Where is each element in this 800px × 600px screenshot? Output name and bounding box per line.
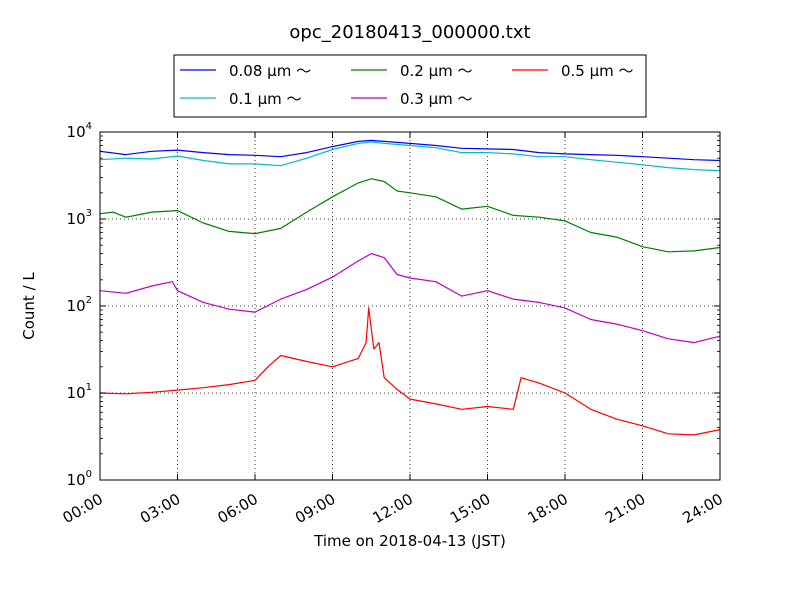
y-tick-base: 10 xyxy=(67,384,86,402)
x-tick-label: 21:00 xyxy=(602,490,648,527)
series-line-1 xyxy=(99,141,721,172)
legend-label-1: 0.1 μm ～ xyxy=(229,90,302,108)
legend-box xyxy=(173,54,647,118)
y-tick-base: 10 xyxy=(67,297,86,315)
grid xyxy=(100,132,720,480)
y-tick-exponent: 0 xyxy=(86,469,92,480)
legend-label-4: 0.5 μm ～ xyxy=(561,62,634,80)
x-axis-label: Time on 2018-04-13 (JST) xyxy=(313,532,506,550)
y-tick-label: 100 xyxy=(67,469,92,489)
y-tick-label: 101 xyxy=(67,382,92,402)
y-tick-exponent: 2 xyxy=(86,295,92,306)
x-tick-label: 12:00 xyxy=(370,490,416,527)
x-tick-label: 00:00 xyxy=(60,490,106,527)
y-tick-label: 104 xyxy=(67,121,92,141)
legend-label-0: 0.08 μm ～ xyxy=(229,62,311,80)
x-tick-label: 18:00 xyxy=(525,490,571,527)
series-layer xyxy=(99,139,721,436)
y-tick-base: 10 xyxy=(67,123,86,141)
y-tick-exponent: 3 xyxy=(86,208,92,219)
x-tick-label: 09:00 xyxy=(292,490,338,527)
series-line-0 xyxy=(99,139,721,162)
y-tick-label: 102 xyxy=(67,295,92,315)
ticks: 00:00 03:00 06:00 09:00 12:00 15:00 18:00 21:00… xyxy=(60,121,726,527)
x-tick-label: 03:00 xyxy=(137,490,183,527)
y-tick-base: 10 xyxy=(67,210,86,228)
y-tick-label: 103 xyxy=(67,208,92,228)
y-tick-exponent: 4 xyxy=(86,121,92,132)
series-line-2 xyxy=(99,178,721,253)
chart-title: opc_20180413_000000.txt xyxy=(289,22,530,43)
legend: 0.08 μm ～ 0.1 μm ～ 0.2 μm ～ 0.3 μm ～ 0.5 μm … xyxy=(173,54,647,118)
series-line-4 xyxy=(99,307,721,436)
y-tick-base: 10 xyxy=(67,471,86,489)
legend-label-2: 0.2 μm ～ xyxy=(400,62,473,80)
series-line-3 xyxy=(99,253,721,344)
y-axis-label: Count / L xyxy=(20,272,38,340)
x-tick-label: 24:00 xyxy=(680,490,726,527)
x-tick-label: 15:00 xyxy=(447,490,493,527)
legend-label-3: 0.3 μm ～ xyxy=(400,90,473,108)
y-tick-exponent: 1 xyxy=(86,382,92,393)
x-tick-label: 06:00 xyxy=(215,490,261,527)
